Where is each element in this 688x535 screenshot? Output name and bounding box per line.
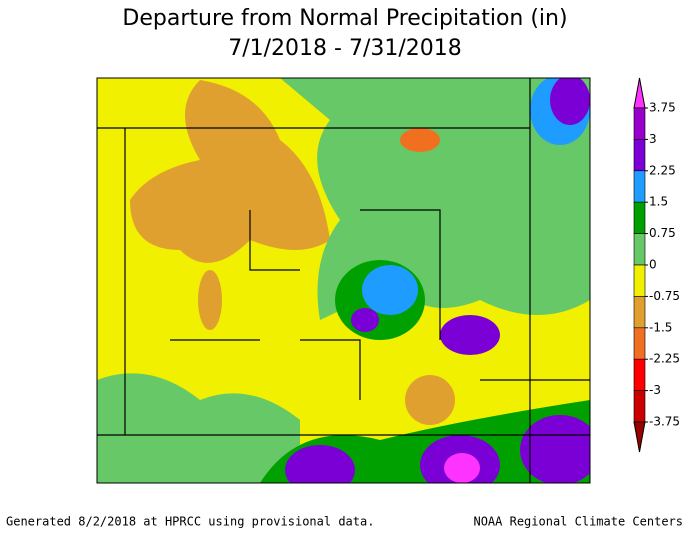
colorbar-label: 0: [649, 258, 657, 272]
colorbar-label: -0.75: [649, 289, 680, 303]
colorbar-label: -3.75: [649, 415, 680, 429]
colorbar-band: [633, 390, 646, 423]
colorbar-label: -2.25: [649, 352, 680, 366]
colorbar-band: [633, 139, 646, 172]
colorbar-arrow: [633, 421, 646, 453]
colorbar-band: [633, 107, 646, 140]
colorbar-band: [633, 170, 646, 203]
colorbar-label: -1.5: [649, 320, 672, 334]
footer-left: Generated 8/2/2018 at HPRCC using provis…: [6, 515, 374, 529]
colorbar-band: [633, 264, 646, 297]
colorbar-label: 0.75: [649, 226, 676, 240]
colorbar-label: -3: [649, 383, 661, 397]
colorbar-label: 3: [649, 132, 657, 146]
title: Departure from Normal Precipitation (in): [122, 6, 567, 31]
colorbar-band: [633, 327, 646, 360]
colorbar-label: 1.5: [649, 195, 668, 209]
colorbar: 3.75 3 2.25 1.5 0.75 0 -0.75 -1.5 -2.25 -3 -3.75: [633, 77, 680, 453]
colorbar-band: [633, 233, 646, 266]
map: [96, 77, 591, 484]
colorbar-band: [633, 201, 646, 234]
colorbar-label: 3.75: [649, 101, 676, 115]
colorbar-band: [633, 296, 646, 329]
colorbar-band: [633, 358, 646, 391]
footer-right: NOAA Regional Climate Centers: [473, 515, 683, 529]
colorbar-label: 2.25: [649, 163, 676, 177]
colorbar-arrow: [633, 77, 646, 109]
subtitle: 7/1/2018 - 7/31/2018: [228, 36, 462, 61]
